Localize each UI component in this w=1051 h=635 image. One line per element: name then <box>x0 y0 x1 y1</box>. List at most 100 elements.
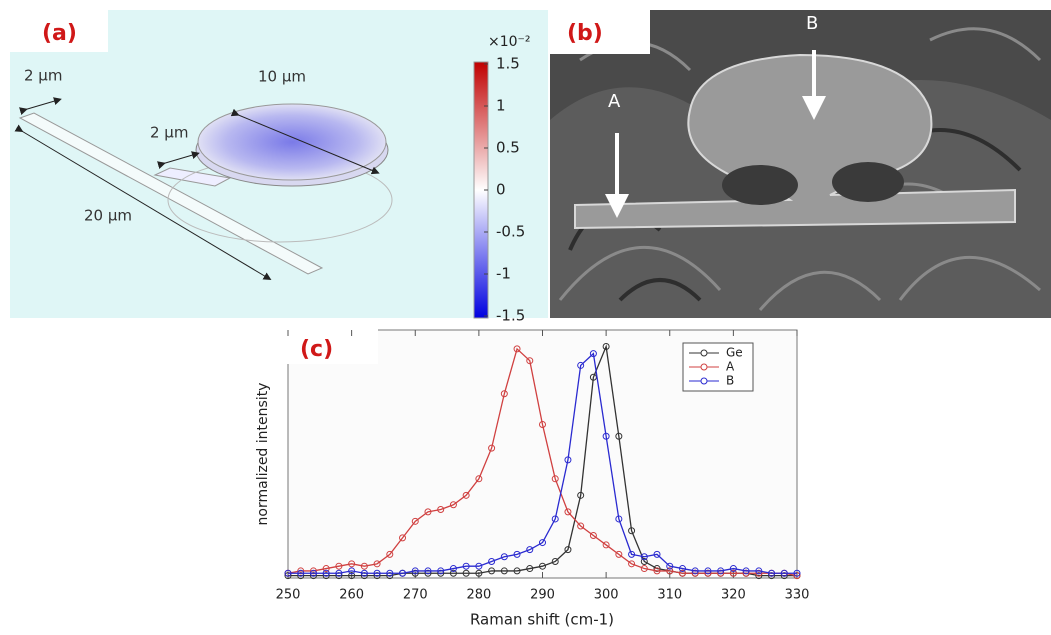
series-marker <box>539 562 546 570</box>
series-marker <box>373 569 381 577</box>
x-tick-label: 320 <box>721 588 746 603</box>
label-box <box>280 322 378 364</box>
colorbar-tick-label: -1 <box>496 265 511 283</box>
panel-a: (a) 2 µm 10 µm 2 µm 20 µm ×10⁻² 1.5 1 0.5 0… <box>10 10 548 325</box>
series-marker <box>284 569 292 577</box>
series-marker <box>500 567 508 575</box>
series-marker <box>551 475 559 483</box>
series-marker <box>513 550 521 558</box>
series-marker <box>551 557 559 565</box>
series-marker <box>297 569 305 577</box>
disc <box>197 103 387 181</box>
series-marker <box>577 361 585 369</box>
label-box <box>10 10 108 52</box>
panel-label: (b) <box>567 21 603 46</box>
legend-label: A <box>726 360 735 374</box>
marker-label: B <box>806 13 818 34</box>
series-marker <box>424 508 432 516</box>
x-tick-label: 290 <box>530 588 555 603</box>
series-marker <box>488 557 496 565</box>
series-marker <box>488 444 496 452</box>
x-tick-label: 250 <box>276 588 301 603</box>
series-marker <box>539 539 546 547</box>
series-marker <box>678 569 686 577</box>
series-marker <box>564 456 572 464</box>
series-marker <box>539 420 546 428</box>
panel-label: (a) <box>42 21 77 46</box>
dimension-label: 10 µm <box>258 68 306 86</box>
series-marker <box>577 491 585 499</box>
legend-marker <box>700 349 708 357</box>
x-axis-title: Raman shift (cm-1) <box>470 611 614 629</box>
series-marker <box>360 562 368 570</box>
x-tick-label: 280 <box>466 588 491 603</box>
series-marker <box>488 567 496 575</box>
series-marker <box>589 531 597 539</box>
series-marker <box>602 432 610 440</box>
series-marker <box>348 560 356 568</box>
series-marker <box>640 553 648 561</box>
series-marker <box>666 567 674 575</box>
series-marker <box>513 345 521 353</box>
legend-marker <box>700 363 708 371</box>
series-marker <box>768 569 776 577</box>
series-marker <box>424 567 432 575</box>
colorbar-tick-label: -1.5 <box>496 307 525 325</box>
series-marker <box>411 567 419 575</box>
series-marker <box>551 515 559 523</box>
series-marker <box>399 569 407 577</box>
series-marker <box>666 562 674 570</box>
series-marker <box>526 565 534 573</box>
series-line <box>287 347 798 577</box>
series-marker <box>526 357 534 365</box>
y-axis-title: normalized intensity <box>255 383 271 526</box>
series-marker <box>513 567 521 575</box>
series-marker <box>475 475 483 483</box>
series-marker <box>717 567 725 575</box>
series-marker <box>437 567 445 575</box>
series-marker <box>373 560 381 568</box>
series-marker <box>335 569 343 577</box>
legend-label: Ge <box>726 346 743 360</box>
series-marker <box>653 550 661 558</box>
series-marker <box>640 565 648 573</box>
colorbar-tick-label: 1 <box>496 97 506 115</box>
series-marker <box>755 567 763 575</box>
x-tick-label: 310 <box>657 588 682 603</box>
series-marker <box>475 562 483 570</box>
dimension-label: 2 µm <box>24 67 62 85</box>
series-marker <box>449 569 457 577</box>
series-marker <box>386 550 394 558</box>
series-marker <box>691 567 699 575</box>
series-marker <box>322 565 330 573</box>
x-tick-label: 260 <box>339 588 364 603</box>
dimension-label: 2 µm <box>150 124 188 142</box>
series-marker <box>577 522 585 530</box>
series-marker <box>780 569 788 577</box>
series-marker <box>437 506 445 514</box>
series-marker <box>462 569 470 577</box>
series-marker <box>742 567 750 575</box>
series-marker <box>411 517 419 525</box>
legend-marker <box>700 377 708 385</box>
panel-b: (b) A B <box>550 10 1051 318</box>
label-box <box>550 10 650 54</box>
series-marker <box>322 569 330 577</box>
series-marker <box>628 527 636 535</box>
legend-label: B <box>726 374 734 388</box>
series-marker <box>449 501 457 509</box>
series-marker <box>526 546 534 554</box>
dim-arrow <box>19 97 62 115</box>
colorbar-tick-label: 1.5 <box>496 55 520 73</box>
series-marker <box>793 569 801 577</box>
series-marker <box>335 562 343 570</box>
series-line <box>288 352 797 574</box>
dim-arrow <box>14 124 272 281</box>
series-marker <box>602 541 610 549</box>
x-tick-label: 300 <box>594 588 619 603</box>
series-marker <box>615 550 623 558</box>
series-marker <box>615 432 623 440</box>
series-marker <box>360 569 368 577</box>
series-marker <box>399 534 407 542</box>
series-marker <box>602 343 610 351</box>
